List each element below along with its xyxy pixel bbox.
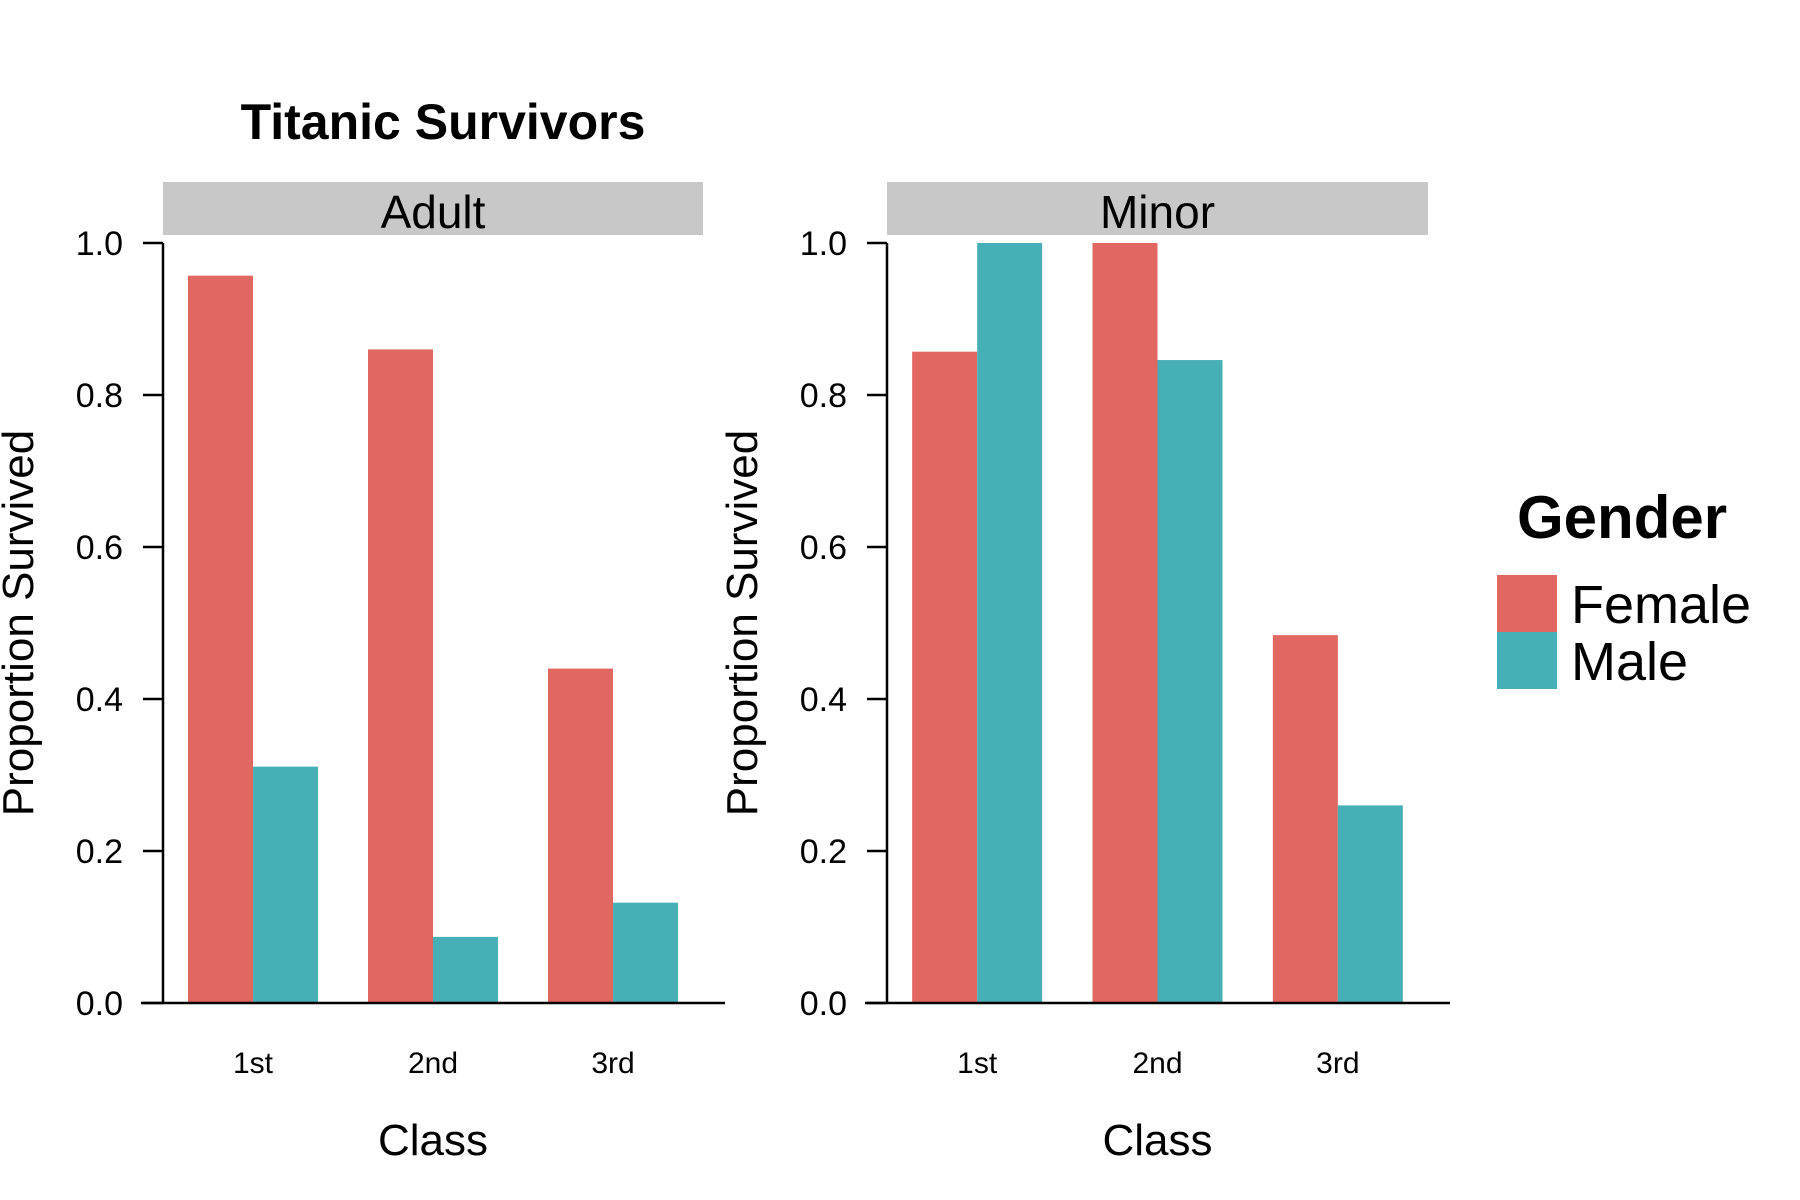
y-axis-label: Proportion Survived — [718, 430, 767, 816]
y-tick-label: 0.0 — [76, 985, 123, 1023]
legend-swatch-female — [1497, 575, 1557, 632]
y-tick-label: 0.2 — [76, 833, 123, 871]
facet-strip-label: Adult — [381, 186, 486, 238]
facet-panel-adult: Adult 1st 2nd 3rd 0.0 0.2 0.4 0.6 0.8 1.0 Class Pro… — [0, 182, 725, 1165]
y-tick-label: 0.0 — [800, 985, 847, 1023]
x-tick-label: 1st — [233, 1047, 274, 1080]
bar-adult-1st-male — [253, 766, 318, 1003]
y-tick-label: 0.6 — [76, 529, 123, 567]
legend-label-female: Female — [1571, 575, 1751, 635]
facet-strip-label: Minor — [1100, 186, 1215, 238]
y-tick-label: 0.8 — [800, 377, 847, 415]
legend-label-male: Male — [1571, 632, 1688, 692]
bar-minor-2nd-female — [1092, 243, 1158, 1003]
bar-minor-3rd-male — [1337, 805, 1403, 1003]
y-tick-label: 0.2 — [800, 833, 847, 871]
y-tick-label: 0.4 — [800, 681, 847, 719]
facet-strip — [887, 182, 1428, 235]
x-axis-label: Class — [378, 1116, 488, 1165]
y-tick-label: 1.0 — [76, 225, 123, 263]
x-axis-label: Class — [1102, 1116, 1212, 1165]
y-axis-label: Proportion Survived — [0, 430, 43, 816]
bar-adult-2nd-female — [368, 349, 433, 1003]
chart-title: Titanic Survivors — [241, 94, 646, 150]
x-tick-label: 2nd — [408, 1047, 458, 1080]
y-tick-label: 0.6 — [800, 529, 847, 567]
facet-panel-minor: Minor 1st 2nd 3rd 0.0 0.2 0.4 0.6 0.8 1.0 Class Pro… — [718, 182, 1450, 1165]
facet-panels: Adult 1st 2nd 3rd 0.0 0.2 0.4 0.6 0.8 1.0 Class Pro… — [0, 182, 1450, 1165]
bar-adult-1st-female — [188, 275, 253, 1003]
bar-minor-3rd-female — [1272, 635, 1338, 1003]
legend-swatch-male — [1497, 632, 1557, 689]
bar-adult-3rd-female — [548, 668, 613, 1003]
facet-strip — [163, 182, 703, 235]
bar-adult-3rd-male — [613, 902, 678, 1003]
y-tick-label: 1.0 — [800, 225, 847, 263]
bar-minor-1st-male — [977, 243, 1043, 1003]
bar-minor-1st-female — [912, 351, 978, 1003]
x-tick-label: 1st — [957, 1047, 998, 1080]
x-tick-label: 3rd — [591, 1047, 634, 1080]
legend-title: Gender — [1517, 484, 1727, 551]
y-tick-label: 0.4 — [76, 681, 123, 719]
y-tick-label: 0.8 — [76, 377, 123, 415]
x-tick-label: 2nd — [1132, 1047, 1182, 1080]
bar-adult-2nd-male — [433, 936, 498, 1003]
bar-minor-2nd-male — [1157, 360, 1223, 1003]
x-tick-label: 3rd — [1316, 1047, 1359, 1080]
